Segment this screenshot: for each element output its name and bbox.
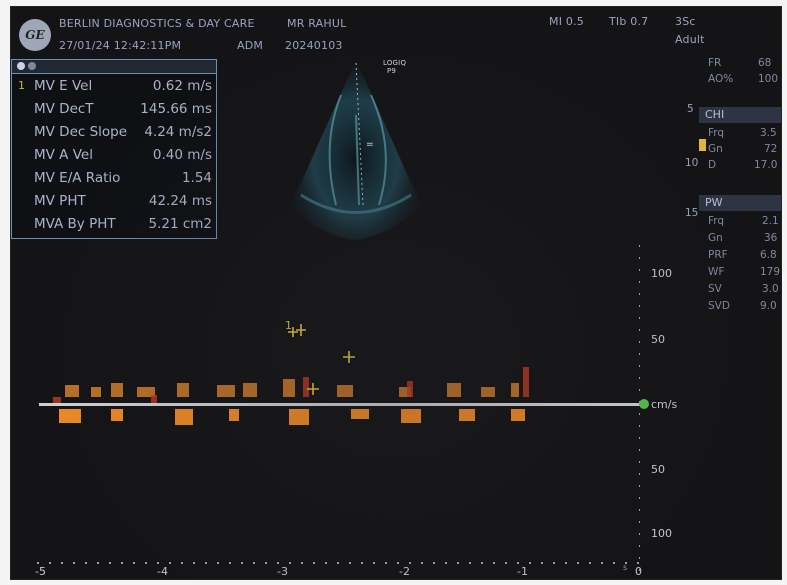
time-tick: -1 xyxy=(517,565,528,578)
measurement-value: 145.66 ms xyxy=(140,101,212,117)
velocity-axis xyxy=(639,245,640,575)
time-tick: -3 xyxy=(277,565,288,578)
measurement-label: MV A Vel xyxy=(34,147,93,163)
measurement-row: MV DecT 145.66 ms xyxy=(12,100,216,122)
param-value: 100 xyxy=(758,73,779,85)
mechanical-index: MI 0.5 xyxy=(549,15,584,28)
param-key: Gn xyxy=(708,232,723,244)
measurement-value: 1.54 xyxy=(181,170,212,186)
spectrum-baseline xyxy=(39,403,644,406)
exam-datetime: 27/01/24 12:42:11PM xyxy=(59,39,182,52)
measurement-value: 0.40 m/s xyxy=(152,147,212,163)
param-key: Frq xyxy=(708,215,725,227)
spectral-signals xyxy=(53,367,529,425)
measurement-row: MV E/A Ratio 1.54 xyxy=(12,169,216,191)
param-key: Frq xyxy=(708,127,725,139)
time-axis xyxy=(37,562,643,564)
ultrasound-screen: GE BERLIN DIAGNOSTICS & DAY CARE MR RAHU… xyxy=(10,6,782,580)
param-value: 17.0 xyxy=(754,159,778,171)
param-key: D xyxy=(708,159,717,171)
doppler-calipers xyxy=(288,324,355,395)
ge-logo: GE xyxy=(19,19,51,51)
measurement-value: 42.24 ms xyxy=(148,193,212,209)
sector-valve-plane xyxy=(300,193,412,214)
measurement-panel: 1 MV E Vel 0.62 m/s MV DecT 145.66 ms MV… xyxy=(11,59,217,239)
panel-dot-icon xyxy=(17,62,25,70)
param-value: 72 xyxy=(764,143,778,155)
velocity-tick: 50 xyxy=(651,463,665,476)
measurement-row: MV Dec Slope 4.24 m/s2 xyxy=(12,123,216,145)
focus-marker-icon xyxy=(699,139,706,151)
doppler-spectrum: 1 xyxy=(53,319,529,425)
param-key: AO% xyxy=(708,73,734,85)
echo-sector-image: = xyxy=(291,60,421,240)
pw-title: PW xyxy=(705,196,723,209)
time-tick: 0 xyxy=(635,565,642,578)
param-key: PRF xyxy=(708,249,728,261)
measurement-value: 5.21 cm2 xyxy=(148,216,212,232)
sector-walls xyxy=(328,94,387,206)
ge-logo-text: GE xyxy=(25,28,45,42)
param-value: 179 xyxy=(760,266,781,278)
param-value: 2.1 xyxy=(762,215,779,227)
chi-title: CHI xyxy=(705,108,725,121)
preset-name: Adult xyxy=(675,33,705,46)
measurement-row: MV PHT 42.24 ms xyxy=(12,192,216,214)
velocity-tick: 50 xyxy=(651,333,665,346)
measurement-label: MV DecT xyxy=(34,101,94,117)
param-key: WF xyxy=(708,266,725,278)
image-label-line2: P9 xyxy=(387,67,397,75)
velocity-tick: 100 xyxy=(651,527,672,540)
chi-section-header: CHI xyxy=(699,107,781,123)
measurement-label: MV Dec Slope xyxy=(34,124,128,140)
study-id: 20240103 xyxy=(285,39,343,52)
measurement-label: MV PHT xyxy=(34,193,86,209)
image-label: LOGIQ P9 xyxy=(383,59,406,75)
image-label-line1: LOGIQ xyxy=(383,59,407,67)
measurement-row: MV A Vel 0.40 m/s xyxy=(12,146,216,168)
doppler-cursor-line xyxy=(355,62,364,206)
depth-mark: 10 xyxy=(685,157,699,169)
param-value: 68 xyxy=(758,57,772,69)
param-key: Gn xyxy=(708,143,723,155)
param-value: 36 xyxy=(764,232,778,244)
measurement-panel-header xyxy=(12,60,216,74)
param-value: 6.8 xyxy=(760,249,777,261)
measurement-label: MV E/A Ratio xyxy=(34,170,121,186)
sample-volume-marker: = xyxy=(366,140,374,150)
baseline-handle-icon xyxy=(639,399,649,409)
measurement-index: 1 xyxy=(18,79,25,92)
caliper-index: 1 xyxy=(285,319,292,332)
param-key: SVD xyxy=(708,300,730,312)
thermal-index: TIb 0.7 xyxy=(609,15,649,28)
time-tick: -5 xyxy=(35,565,46,578)
measurement-row: 1 MV E Vel 0.62 m/s xyxy=(12,77,216,99)
measurement-label: MVA By PHT xyxy=(34,216,116,232)
velocity-tick: 100 xyxy=(651,267,672,280)
pw-section-header: PW xyxy=(699,195,781,211)
measurement-value: 0.62 m/s xyxy=(152,78,212,94)
operator-id: ADM xyxy=(237,39,264,52)
probe-name: 3Sc xyxy=(675,15,696,28)
velocity-unit: cm/s xyxy=(651,398,678,411)
param-value: 3.0 xyxy=(762,283,779,295)
time-tick: -4 xyxy=(157,565,168,578)
param-value: 9.0 xyxy=(760,300,777,312)
institution-name: BERLIN DIAGNOSTICS & DAY CARE xyxy=(59,17,255,30)
depth-mark: 5 xyxy=(687,103,694,115)
patient-name: MR RAHUL xyxy=(287,17,347,30)
time-tick: -2 xyxy=(399,565,410,578)
param-key: FR xyxy=(708,57,722,69)
sector-tissue xyxy=(291,60,421,240)
depth-mark: 15 xyxy=(685,207,699,219)
panel-dot-icon xyxy=(28,62,36,70)
measurement-row: MVA By PHT 5.21 cm2 xyxy=(12,215,216,237)
param-key: SV xyxy=(708,283,722,295)
measurement-label: MV E Vel xyxy=(34,78,93,94)
param-value: 3.5 xyxy=(760,127,777,139)
time-unit: s xyxy=(623,563,628,572)
measurement-value: 4.24 m/s2 xyxy=(144,124,212,140)
